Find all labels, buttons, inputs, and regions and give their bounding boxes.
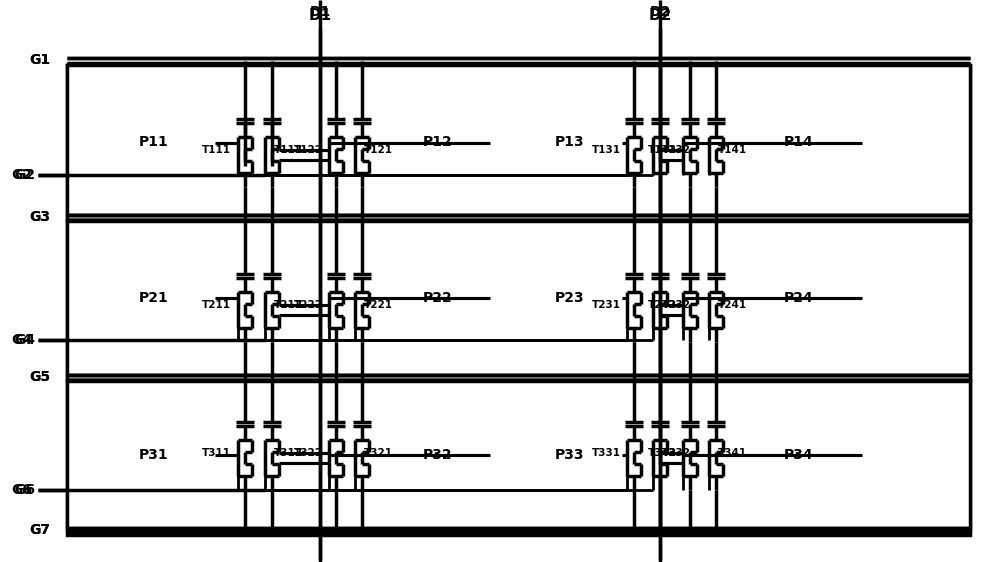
Text: P13: P13 bbox=[555, 135, 585, 149]
Text: T112: T112 bbox=[274, 145, 303, 155]
Text: P11: P11 bbox=[139, 135, 168, 149]
Text: G1: G1 bbox=[29, 53, 51, 67]
Bar bbox=[92, 235, 215, 360]
Bar bbox=[523, 85, 617, 200]
Text: P12: P12 bbox=[423, 135, 453, 149]
Text: G1: G1 bbox=[29, 53, 51, 67]
Text: T321: T321 bbox=[364, 448, 393, 458]
Bar bbox=[391, 240, 485, 355]
Text: P33: P33 bbox=[555, 448, 585, 462]
Text: G5: G5 bbox=[29, 370, 51, 384]
Text: D2: D2 bbox=[648, 7, 672, 22]
Text: T221: T221 bbox=[364, 300, 393, 310]
Bar bbox=[97, 400, 210, 510]
Text: T142: T142 bbox=[648, 145, 677, 155]
Text: T211: T211 bbox=[202, 300, 231, 310]
Bar bbox=[386, 395, 490, 515]
Text: P31: P31 bbox=[139, 448, 168, 462]
Text: D1: D1 bbox=[308, 7, 332, 22]
Bar bbox=[97, 85, 210, 200]
Text: T241: T241 bbox=[718, 300, 747, 310]
Bar bbox=[67, 380, 970, 530]
Bar bbox=[67, 220, 970, 380]
Bar bbox=[67, 65, 970, 220]
Bar bbox=[518, 80, 622, 205]
Text: T331: T331 bbox=[592, 448, 621, 458]
Text: G3: G3 bbox=[30, 210, 50, 224]
Bar bbox=[740, 400, 857, 510]
Text: T242: T242 bbox=[648, 300, 677, 310]
Text: G7: G7 bbox=[30, 523, 50, 537]
Text: T342: T342 bbox=[648, 448, 677, 458]
Text: T122: T122 bbox=[294, 145, 323, 155]
Text: P22: P22 bbox=[423, 291, 453, 305]
Text: P14: P14 bbox=[784, 135, 813, 149]
Text: T232: T232 bbox=[662, 300, 691, 310]
Text: T332: T332 bbox=[662, 448, 691, 458]
Text: P23: P23 bbox=[555, 291, 585, 305]
Bar bbox=[518, 235, 622, 360]
Bar bbox=[92, 80, 215, 205]
Bar bbox=[67, 220, 970, 375]
Text: P24: P24 bbox=[784, 291, 813, 305]
Text: P21: P21 bbox=[139, 291, 168, 305]
Bar bbox=[97, 240, 210, 355]
Text: G2: G2 bbox=[14, 168, 36, 182]
Bar bbox=[391, 400, 485, 510]
Text: G4: G4 bbox=[14, 333, 36, 347]
Text: T222: T222 bbox=[294, 300, 323, 310]
Text: T141: T141 bbox=[718, 145, 747, 155]
Bar bbox=[735, 80, 862, 205]
Bar bbox=[740, 85, 857, 200]
Text: T131: T131 bbox=[592, 145, 621, 155]
Text: T341: T341 bbox=[718, 448, 747, 458]
Text: T231: T231 bbox=[592, 300, 621, 310]
Text: T312: T312 bbox=[274, 448, 303, 458]
Text: T121: T121 bbox=[364, 145, 393, 155]
Text: G6: G6 bbox=[14, 483, 36, 497]
Bar bbox=[386, 80, 490, 205]
Text: G3: G3 bbox=[30, 210, 50, 224]
Text: D2: D2 bbox=[649, 5, 671, 19]
Bar bbox=[523, 400, 617, 510]
Bar bbox=[740, 240, 857, 355]
Bar bbox=[735, 235, 862, 360]
Text: G5: G5 bbox=[29, 370, 51, 384]
Text: T132: T132 bbox=[662, 145, 691, 155]
Bar bbox=[523, 240, 617, 355]
Text: G7: G7 bbox=[30, 523, 50, 537]
Text: T322: T322 bbox=[294, 448, 323, 458]
Bar bbox=[92, 395, 215, 515]
Bar bbox=[735, 395, 862, 515]
Text: G4: G4 bbox=[11, 333, 33, 347]
Bar bbox=[67, 380, 970, 535]
Bar bbox=[391, 85, 485, 200]
Text: T311: T311 bbox=[202, 448, 231, 458]
Text: P34: P34 bbox=[784, 448, 813, 462]
Text: T212: T212 bbox=[274, 300, 303, 310]
Text: P32: P32 bbox=[423, 448, 453, 462]
Bar bbox=[386, 235, 490, 360]
Bar bbox=[518, 395, 622, 515]
Text: T111: T111 bbox=[202, 145, 231, 155]
Bar bbox=[67, 65, 970, 215]
Text: G6: G6 bbox=[12, 483, 32, 497]
Text: G2: G2 bbox=[11, 168, 33, 182]
Text: D1: D1 bbox=[309, 5, 331, 19]
